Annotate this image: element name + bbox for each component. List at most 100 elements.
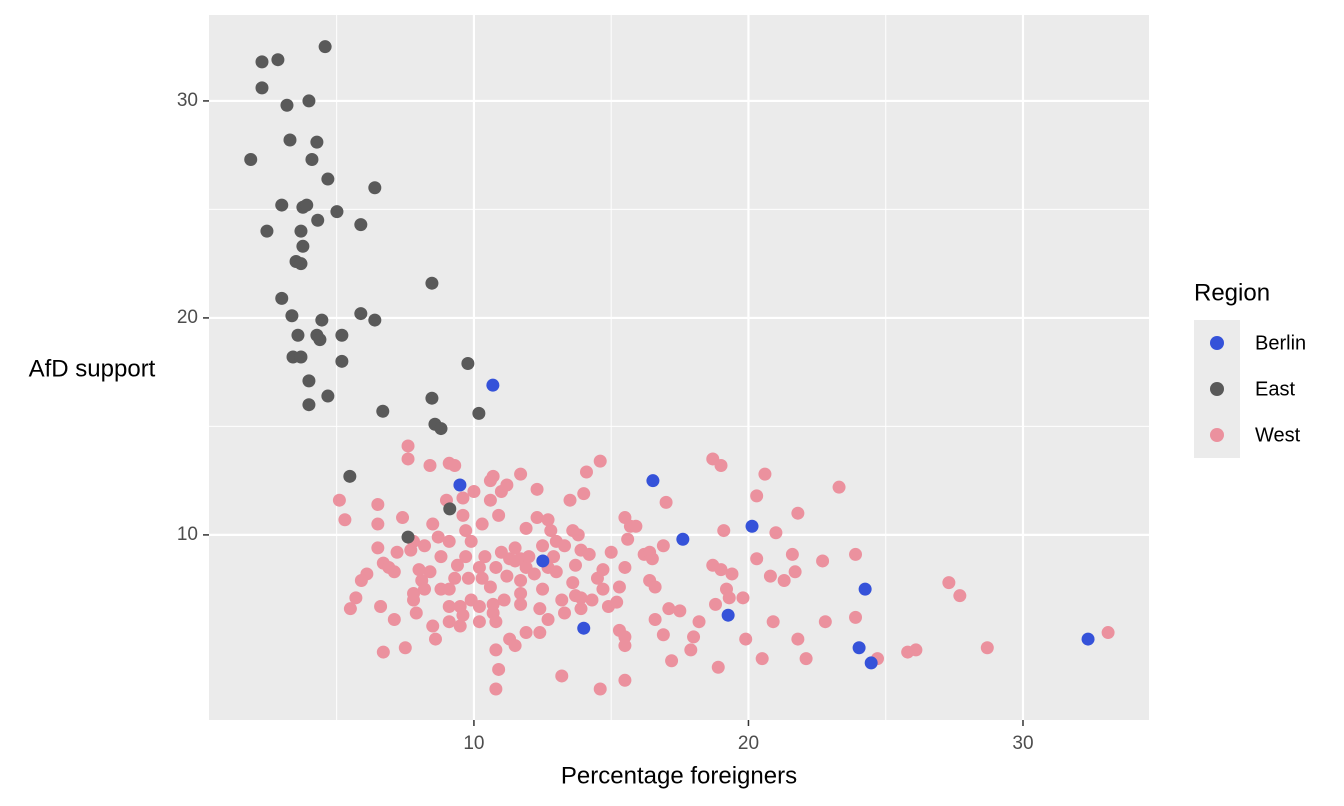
point [777,573,791,587]
point [343,602,357,616]
point [852,641,866,655]
x-tick-label: 20 [738,733,759,754]
point [646,474,660,488]
point [563,493,577,507]
point [398,641,412,655]
point [475,571,489,585]
point [492,662,506,676]
point [483,580,497,594]
point [676,532,690,546]
point [909,643,923,657]
point [571,528,585,542]
point [423,565,437,579]
point [596,582,610,596]
point [788,565,802,579]
point [714,458,728,472]
point [335,354,349,368]
point [519,626,533,640]
point [849,547,863,561]
point [717,524,731,538]
point [354,307,368,321]
point [508,554,522,568]
point [368,313,382,327]
point [442,615,456,629]
point [618,560,632,574]
point [472,560,486,574]
point [494,545,508,559]
point [648,613,662,627]
point [318,40,332,54]
point [296,239,310,253]
point [338,513,352,527]
point [431,530,445,544]
point [434,422,448,436]
point [533,602,547,616]
point [302,398,316,412]
point [541,613,555,627]
point [656,628,670,642]
point [461,571,475,585]
point [858,582,872,596]
point [621,532,635,546]
point [785,547,799,561]
point [582,547,596,561]
point [321,389,335,403]
point [1101,626,1115,640]
point [514,467,528,481]
point [745,519,759,533]
point [508,541,522,555]
point [486,378,500,392]
point [522,550,536,564]
point [401,452,415,466]
point [478,550,492,564]
panel [209,15,1149,720]
point [684,643,698,657]
point [475,517,489,531]
point [418,539,432,553]
point [382,560,396,574]
point [618,673,632,687]
point [390,545,404,559]
point [409,606,423,620]
point [953,589,967,603]
point [541,513,555,527]
point [596,563,610,577]
point [755,652,769,666]
point [489,643,503,657]
point [443,502,457,516]
point [483,493,497,507]
point [799,652,813,666]
point [453,478,467,492]
point [527,567,541,581]
point [662,602,676,616]
y-axis-label: AfD support [29,355,156,382]
point [387,613,401,627]
point [300,198,314,212]
point [423,458,437,472]
y-tick-label: 10 [177,524,198,545]
point [585,593,599,607]
point [418,582,432,596]
legend-marker [1210,382,1224,396]
point [255,81,269,95]
point [610,595,624,609]
y-tick-label: 30 [177,90,198,111]
point [750,552,764,566]
point [464,534,478,548]
point [665,654,679,668]
point [275,291,289,305]
point [832,480,846,494]
point [577,487,591,501]
point [285,309,299,323]
point [714,563,728,577]
point [428,632,442,646]
point [461,356,475,370]
point [722,591,736,605]
point [260,224,274,238]
point [574,602,588,616]
point [354,218,368,232]
point [791,632,805,646]
point [514,573,528,587]
point [275,198,289,212]
x-tick-label: 10 [463,733,484,754]
